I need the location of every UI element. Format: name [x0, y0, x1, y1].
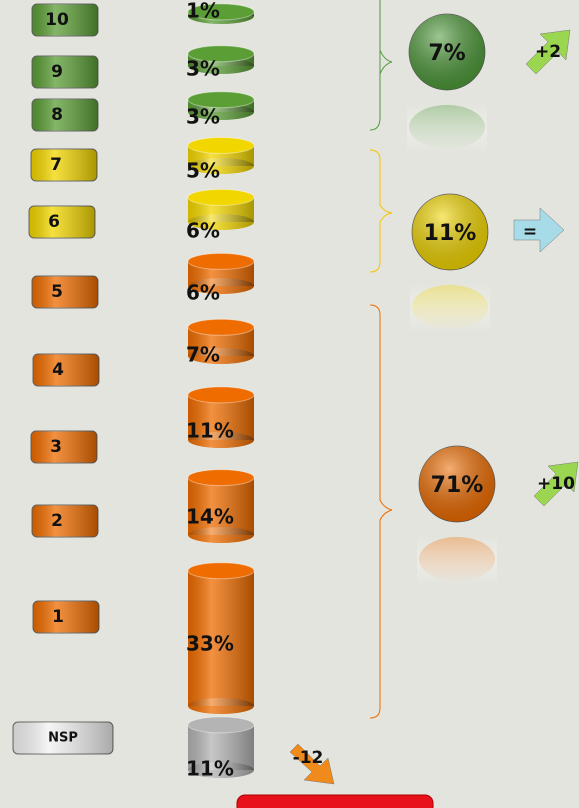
button-shade	[32, 4, 98, 36]
cylinder-top	[187, 318, 255, 336]
cylinder-top	[187, 252, 255, 270]
value-label: 11%	[186, 757, 234, 781]
group-value: 7%	[428, 41, 465, 66]
circle-shine	[409, 14, 485, 90]
score-label: 6	[48, 212, 60, 232]
button-shade	[29, 206, 95, 238]
button-shade	[31, 149, 97, 181]
button-shade	[32, 505, 98, 537]
reflection-fade	[410, 284, 490, 332]
score-label: 4	[52, 360, 64, 380]
button[interactable]	[236, 794, 434, 808]
brace	[369, 304, 393, 719]
score-label: 5	[51, 282, 63, 302]
value-label: 1%	[186, 0, 220, 23]
button-shade	[31, 431, 97, 463]
cylinder-bottom-shade	[188, 762, 254, 778]
button-shade	[13, 722, 113, 754]
score-label: 2	[51, 511, 63, 531]
cylinder-bottom-shade	[188, 432, 254, 448]
cylinder-bottom-shade	[188, 158, 254, 174]
circle-shine	[412, 194, 488, 270]
reflection-fade	[417, 536, 497, 584]
trend-arrow	[289, 743, 335, 785]
score-label: 8	[51, 105, 63, 125]
cylinder-top	[187, 562, 255, 580]
trend-arrow	[513, 207, 565, 253]
button-shade	[32, 276, 98, 308]
brace	[369, 149, 393, 273]
value-label: 33%	[186, 632, 234, 656]
value-label: 3%	[186, 57, 220, 81]
cylinder-top	[187, 3, 255, 21]
value-label: 6%	[186, 219, 220, 243]
score-label: 1	[52, 607, 64, 627]
button-shade	[33, 601, 99, 633]
score-label: NSP	[48, 731, 78, 746]
value-label: 14%	[186, 505, 234, 529]
trend-label: =	[523, 222, 537, 242]
trend-label: +2	[535, 42, 561, 62]
cylinder-top	[187, 716, 255, 734]
trend-label: -12	[293, 748, 324, 768]
cylinder-shade	[188, 477, 254, 535]
cylinder-bottom-shade	[188, 278, 254, 294]
trend-arrow	[525, 29, 571, 75]
cylinder-top	[187, 137, 255, 154]
button-shade	[33, 354, 99, 386]
reflection-fade	[407, 104, 487, 152]
button-shade	[32, 56, 98, 88]
cylinder-bottom-shade	[188, 527, 254, 543]
group-value: 11%	[424, 221, 477, 246]
cylinder-top	[187, 45, 255, 63]
cylinder-top	[187, 91, 255, 109]
cylinder-bottom-shade	[188, 348, 254, 364]
cylinder-bottom-shade	[188, 104, 254, 120]
value-label: 5%	[186, 159, 220, 183]
brace	[369, 0, 393, 131]
cylinder-top	[187, 188, 255, 206]
circle-shine	[419, 446, 495, 522]
value-label: 11%	[186, 419, 234, 443]
cylinder-bottom-shade	[188, 698, 254, 714]
cylinder-top	[187, 469, 255, 487]
value-label: 7%	[186, 343, 220, 367]
cylinder-shade	[188, 570, 254, 706]
trend-arrow	[533, 461, 579, 507]
score-label: 7	[50, 155, 62, 175]
score-label: 10	[45, 10, 69, 30]
value-label: 6%	[186, 281, 220, 305]
group-value: 71%	[431, 473, 484, 498]
trend-label: +10	[537, 474, 575, 494]
value-label: 3%	[186, 105, 220, 129]
cylinder-top	[187, 386, 255, 404]
score-label: 3	[50, 437, 62, 457]
score-label: 9	[51, 62, 63, 82]
cylinder-bottom-shade	[188, 214, 254, 230]
cylinder-bottom-shade	[188, 58, 254, 74]
button-shade	[32, 99, 98, 131]
